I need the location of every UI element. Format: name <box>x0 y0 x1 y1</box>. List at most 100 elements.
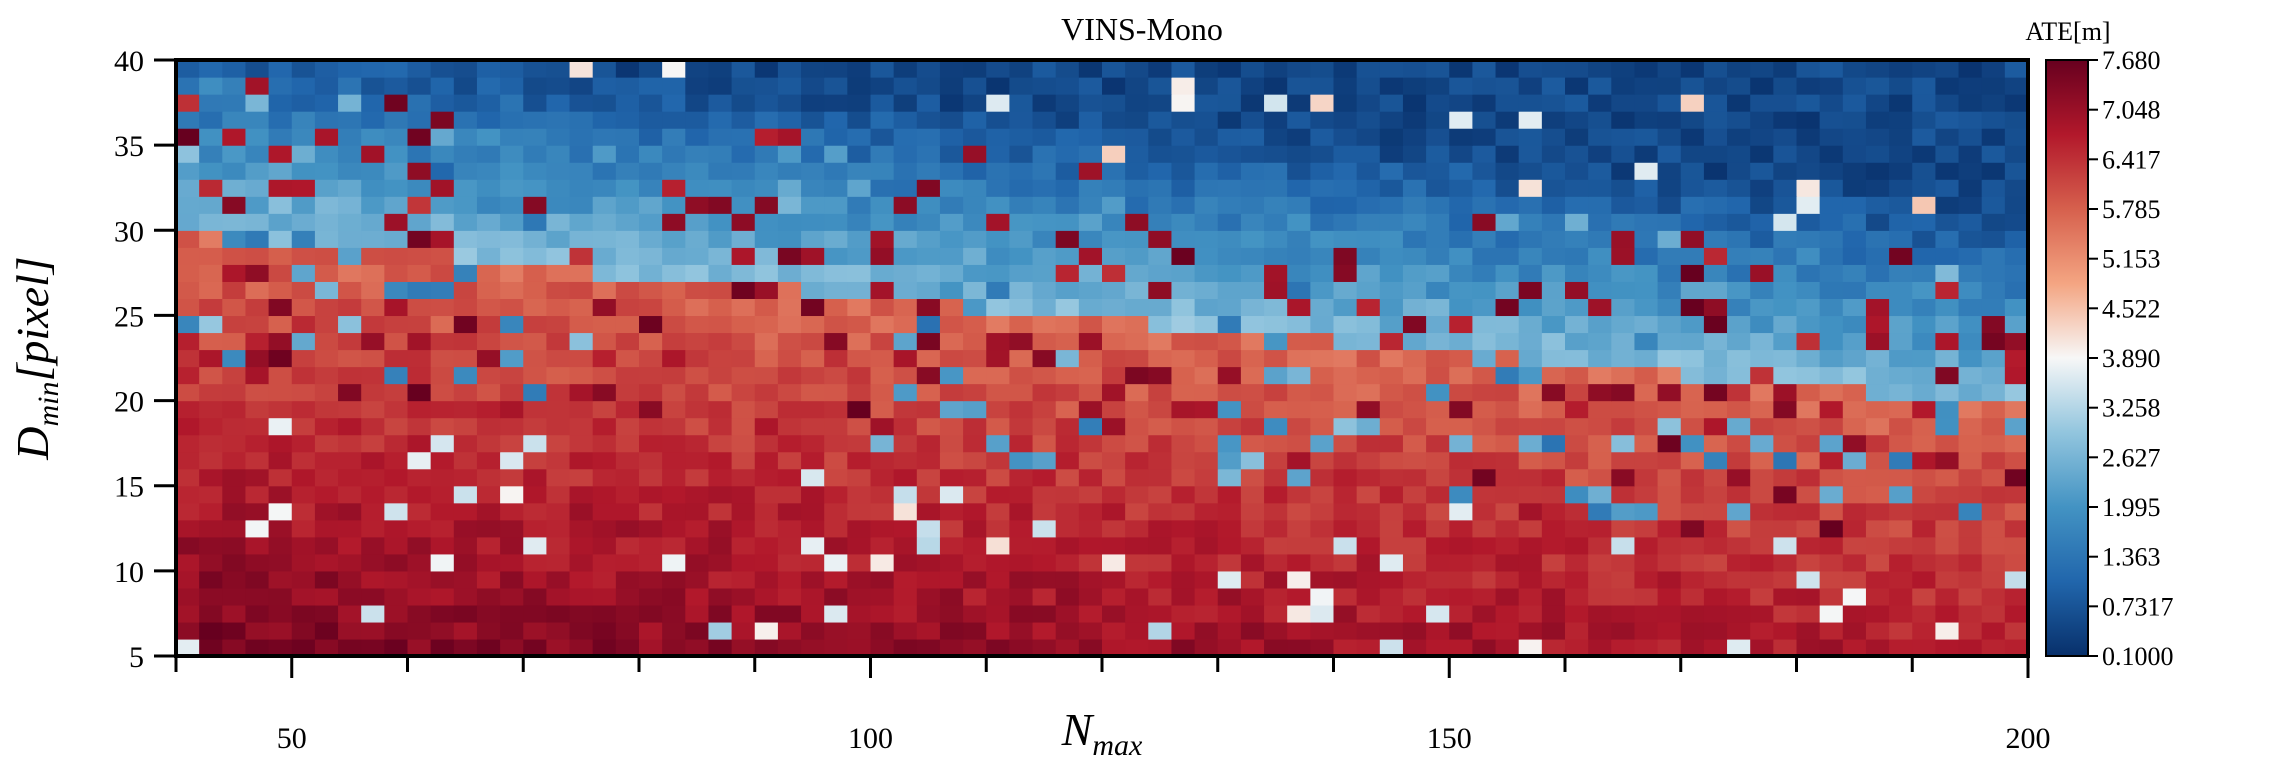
heatmap-cell <box>847 94 872 112</box>
heatmap-cell <box>1055 502 1080 521</box>
heatmap-cell <box>1217 94 1242 112</box>
heatmap-cell <box>1055 451 1080 470</box>
heatmap-cell <box>685 128 710 146</box>
heatmap-cell <box>777 468 802 487</box>
heatmap-cell <box>592 570 617 589</box>
heatmap-cell <box>1981 536 2006 555</box>
heatmap-cell <box>1472 230 1497 248</box>
heatmap-cell <box>1310 519 1335 538</box>
heatmap-cell <box>1819 315 1844 334</box>
heatmap-cell <box>1912 179 1936 197</box>
heatmap-cell <box>1055 230 1080 248</box>
heatmap-cell <box>731 604 756 623</box>
heatmap-cell <box>639 366 663 385</box>
y-tick-label: 25 <box>114 300 144 333</box>
heatmap-cell <box>1078 434 1103 453</box>
heatmap-cell <box>963 145 987 163</box>
heatmap-cell <box>615 451 640 470</box>
heatmap-cell <box>1773 281 1798 299</box>
heatmap-cell <box>407 196 432 214</box>
heatmap-cell <box>1773 60 1798 78</box>
heatmap-cell <box>291 315 316 334</box>
heatmap-cell <box>222 451 247 470</box>
heatmap-cell <box>639 400 663 419</box>
heatmap-cell <box>1750 519 1774 538</box>
heatmap-cell <box>1634 485 1659 504</box>
heatmap-cell <box>1611 366 1636 385</box>
heatmap-cell <box>546 536 571 555</box>
heatmap-cell <box>639 60 663 78</box>
heatmap-cell <box>1703 213 1728 231</box>
heatmap-cell <box>1472 298 1497 317</box>
heatmap-cell <box>1819 383 1844 402</box>
heatmap-cell <box>546 247 571 265</box>
heatmap-cell <box>870 638 895 657</box>
heatmap-cell <box>222 638 247 657</box>
heatmap-cell <box>1333 230 1358 248</box>
heatmap-cell <box>1588 213 1612 231</box>
heatmap-cell <box>893 332 918 351</box>
heatmap-cell <box>199 570 223 589</box>
heatmap-cell <box>1194 349 1219 368</box>
heatmap-cell <box>1472 468 1497 487</box>
heatmap-cell <box>1703 502 1728 521</box>
heatmap-cell <box>1935 587 1960 606</box>
heatmap-cell <box>916 111 941 129</box>
heatmap-cell <box>1009 349 1034 368</box>
heatmap-cell <box>2004 264 2029 282</box>
heatmap-cell <box>939 604 964 623</box>
heatmap-cell <box>1426 281 1450 299</box>
heatmap-cell <box>222 587 247 606</box>
heatmap-cell <box>1356 417 1381 436</box>
heatmap-cell <box>662 315 686 334</box>
heatmap-cell <box>1796 519 1821 538</box>
heatmap-cell <box>1773 485 1798 504</box>
heatmap-cell <box>1912 128 1936 146</box>
heatmap-cell <box>592 230 617 248</box>
heatmap-cell <box>361 434 385 453</box>
heatmap-cell <box>1078 587 1103 606</box>
heatmap-cell <box>615 604 640 623</box>
heatmap-cell <box>939 519 964 538</box>
heatmap-cell <box>870 196 895 214</box>
heatmap-cell <box>731 77 756 95</box>
heatmap-cell <box>1657 298 1682 317</box>
heatmap-cell <box>2004 94 2029 112</box>
heatmap-cell <box>1727 400 1751 419</box>
heatmap-cell <box>268 196 293 214</box>
heatmap-cell <box>245 332 270 351</box>
heatmap-cell <box>1078 536 1103 555</box>
heatmap-cell <box>1657 264 1682 282</box>
heatmap-cell <box>476 179 501 197</box>
heatmap-cell <box>916 162 941 180</box>
heatmap-cell <box>1495 332 1520 351</box>
heatmap-cell <box>916 604 941 623</box>
heatmap-cell <box>1495 468 1520 487</box>
heatmap-cell <box>777 604 802 623</box>
heatmap-cell <box>1889 536 1913 555</box>
heatmap-cell <box>662 638 686 657</box>
heatmap-cell <box>1287 349 1311 368</box>
heatmap-cell <box>662 94 686 112</box>
heatmap-cell <box>1333 94 1358 112</box>
heatmap-cell <box>824 162 848 180</box>
heatmap-cell <box>291 196 316 214</box>
heatmap-cell <box>963 349 987 368</box>
heatmap-cell <box>870 162 895 180</box>
heatmap-cell <box>361 247 385 265</box>
heatmap-cell <box>777 553 802 572</box>
heatmap-cell <box>338 281 362 299</box>
heatmap-cell <box>1402 349 1427 368</box>
heatmap-cell <box>1171 587 1196 606</box>
heatmap-cell <box>523 162 547 180</box>
heatmap-cell <box>291 621 316 640</box>
heatmap-cell <box>407 298 432 317</box>
heatmap-cell <box>222 485 247 504</box>
heatmap-cell <box>1796 111 1821 129</box>
heatmap-cell <box>523 128 547 146</box>
heatmap-cell <box>754 281 779 299</box>
heatmap-cell <box>986 213 1010 231</box>
heatmap-cell <box>430 604 455 623</box>
heatmap-cell <box>1310 179 1335 197</box>
heatmap-cell <box>453 162 478 180</box>
